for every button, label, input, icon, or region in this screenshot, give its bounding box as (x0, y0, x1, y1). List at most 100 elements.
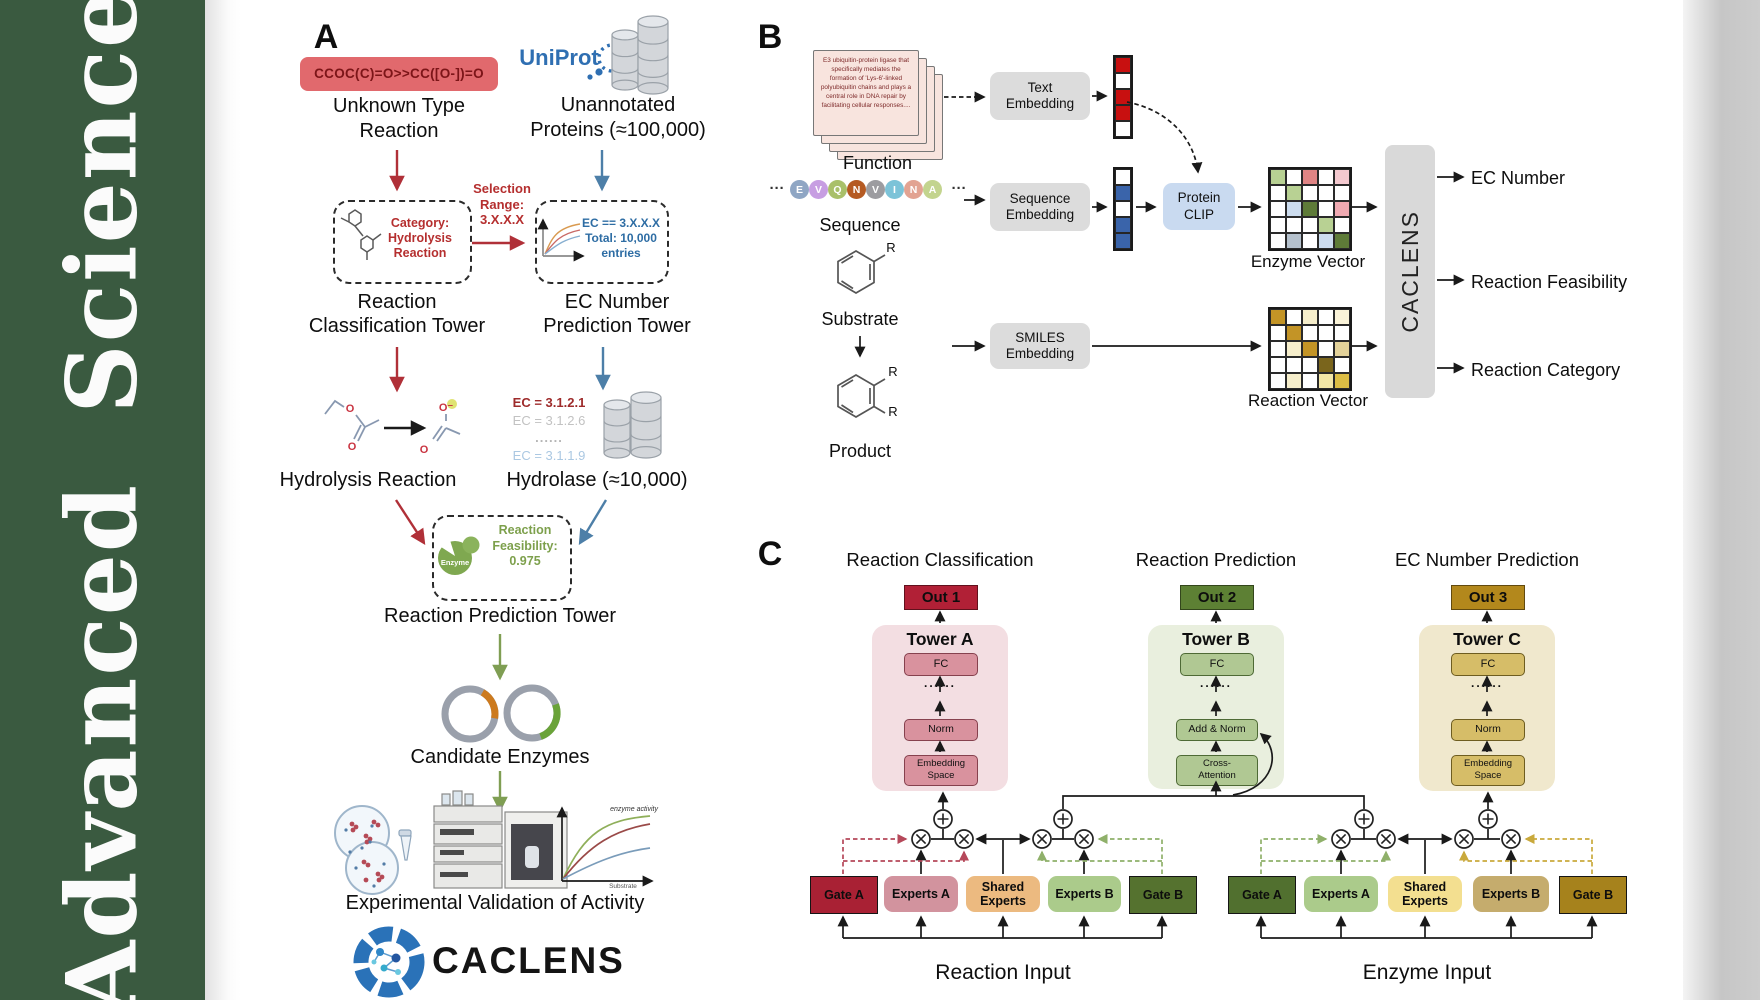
tower-c-embedding-space: Embedding Space (1451, 755, 1525, 786)
atom-o: O (420, 444, 429, 456)
experts-b-reaction: Experts B (1048, 876, 1121, 912)
residue-circle: N (904, 180, 923, 199)
journal-sidebar: Advanced Science (0, 0, 205, 1000)
residue-circle: V (866, 180, 885, 199)
ester-molecule (324, 399, 380, 442)
vector-cell (1318, 341, 1334, 357)
vector-cell (1334, 217, 1350, 233)
vector-cell (1318, 233, 1334, 249)
vector-cell (1302, 201, 1318, 217)
vector-cell (1318, 325, 1334, 341)
substrate-structure (837, 250, 886, 294)
ec-item: EC = 3.1.1.9 (512, 447, 586, 463)
enzyme-input-label: Enzyme Input (1362, 961, 1492, 984)
enzyme-vector-grid (1268, 167, 1352, 251)
vector-cell (1270, 185, 1286, 201)
text-embedding-vector (1113, 55, 1133, 139)
panel-a-label: A (313, 18, 339, 56)
out2-box: Out 2 (1180, 585, 1254, 610)
panel-b-label: B (757, 18, 783, 56)
residue-circle: N (847, 180, 866, 199)
ec-range-text: EC == 3.X.X.X Total: 10,000 entries (581, 216, 661, 260)
function-card-front: E3 ubiquitin-protein ligase that specifi… (813, 50, 919, 136)
reaction-vector-grid (1268, 307, 1352, 391)
acetate-molecule (432, 414, 461, 442)
vector-cell (1286, 341, 1302, 357)
experts-a-enzyme: Experts A (1304, 876, 1378, 912)
shared-experts-enzyme: Shared Experts (1388, 876, 1462, 912)
output-reaction-feasibility: Reaction Feasibility (1471, 272, 1628, 292)
vector-cell (1286, 185, 1302, 201)
vector-cell (1334, 341, 1350, 357)
protein-clip-box: Protein CLIP (1163, 183, 1235, 230)
product-label: Product (828, 441, 892, 461)
ec-range-box (535, 200, 669, 284)
petri-dish-icon (334, 805, 412, 895)
vector-cell (1286, 325, 1302, 341)
vector-cell (1302, 357, 1318, 373)
page-left-shadow (205, 0, 241, 1000)
vector-cell (1115, 121, 1131, 137)
vector-cell (1286, 169, 1302, 185)
reaction-vector-label: Reaction Vector (1247, 391, 1368, 410)
tower-a-dots: ...... (923, 676, 956, 690)
unannotated-proteins-label: Unannotated Proteins (≈100,000) (530, 94, 706, 141)
heading-reaction-prediction: Reaction Prediction (1135, 549, 1297, 570)
out1-box: Out 1 (904, 585, 978, 610)
function-label: Function (842, 153, 913, 173)
vector-cell (1302, 325, 1318, 341)
substituent-r-label: R (888, 364, 898, 379)
hplc-instrument-icon (433, 790, 568, 889)
output-ec-number: EC Number (1471, 168, 1566, 188)
vector-cell (1270, 217, 1286, 233)
vector-cell (1115, 185, 1131, 201)
smiles-embedding-box: SMILES Embedding (990, 323, 1090, 369)
enzyme-vector-label: Enzyme Vector (1250, 252, 1366, 271)
vector-cell (1302, 341, 1318, 357)
vector-cell (1318, 201, 1334, 217)
substrate-label: Substrate (821, 309, 899, 329)
multiply-add-operators (911, 809, 1521, 849)
experts-a-reaction: Experts A (884, 876, 958, 912)
tower-b-dots: ...... (1199, 676, 1232, 690)
ec-item: EC = 3.1.2.1 (512, 395, 586, 410)
classification-result-box (333, 200, 472, 284)
atom-o: O (348, 441, 357, 453)
vector-cell (1334, 185, 1350, 201)
vector-cell (1115, 73, 1131, 89)
sequence-label: Sequence (819, 215, 901, 235)
residue-circle: V (809, 180, 828, 199)
vector-cell (1302, 217, 1318, 233)
vector-cell (1302, 185, 1318, 201)
vector-cell (1270, 341, 1286, 357)
ec-tower-label: EC Number Prediction Tower (543, 291, 691, 337)
vector-cell (1302, 309, 1318, 325)
tower-a-fc: FC (904, 653, 978, 676)
tower-b-add-norm: Add & Norm (1176, 719, 1258, 741)
tower-a-norm: Norm (904, 719, 978, 741)
tower-c-dots: ...... (1470, 676, 1503, 690)
residue-circle: E (790, 180, 809, 199)
vector-cell (1334, 325, 1350, 341)
hydrolase-label: Hydrolase (≈10,000) (506, 469, 688, 491)
vector-cell (1270, 325, 1286, 341)
vector-cell (1286, 233, 1302, 249)
vector-cell (1334, 201, 1350, 217)
plasmid-icons (441, 684, 561, 743)
heading-ec-number-prediction: EC Number Prediction (1394, 549, 1580, 570)
gate-b-reaction: Gate B (1129, 876, 1197, 914)
vector-cell (1286, 309, 1302, 325)
vector-cell (1318, 357, 1334, 373)
ec-item: ...... (535, 430, 563, 445)
caclens-logo-icon (353, 926, 425, 998)
ec-candidate-list: EC = 3.1.2.1 EC = 3.1.2.6 ...... EC = 3.… (498, 394, 600, 464)
tower-c-title: Tower C (1453, 629, 1521, 649)
residue-circle: I (885, 180, 904, 199)
feasibility-text: Reaction Feasibility: 0.975 (492, 523, 558, 568)
vector-cell (1334, 357, 1350, 373)
vector-cell (1334, 169, 1350, 185)
vector-cell (1286, 201, 1302, 217)
residue-circle: A (923, 180, 942, 199)
tower-c-fc: FC (1451, 653, 1525, 676)
